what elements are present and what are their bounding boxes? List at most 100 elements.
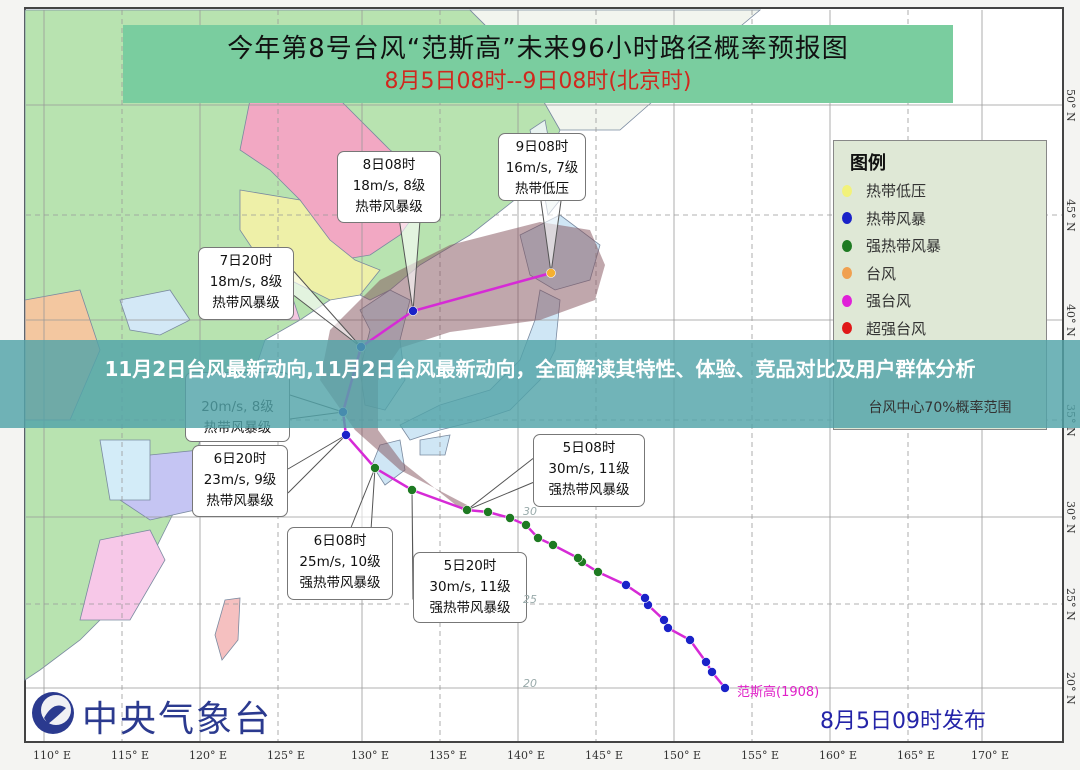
longitude-label: 145° E xyxy=(584,749,624,762)
longitude-label: 135° E xyxy=(428,749,468,762)
legend-range-label: 台风中心70%概率范围 xyxy=(868,400,1012,416)
forecast-callout: 5日20时 30m/s, 11级 强热带风暴级 xyxy=(413,552,527,623)
track-point-typhoon-icon xyxy=(707,667,717,677)
grid-latitude-number: 20 xyxy=(523,677,537,690)
typhoon-symbol-icon xyxy=(842,267,852,280)
callout-time: 9日08时 xyxy=(515,139,569,155)
track-point-typhoon-icon xyxy=(341,430,351,440)
callout-time: 5日20时 xyxy=(443,558,497,574)
longitude-label: 125° E xyxy=(266,749,306,762)
forecast-callout: 7日20时 18m/s, 8级 热带风暴级 xyxy=(198,247,294,320)
storm-id: (1908) xyxy=(776,685,820,700)
callout-level: 强热带风暴级 xyxy=(299,575,381,591)
cma-logo: 中央气象台 xyxy=(30,690,272,742)
typhoon-symbol-icon xyxy=(842,294,852,307)
legend-item: 强台风 xyxy=(834,287,1046,315)
probability-cone xyxy=(320,222,605,514)
longitude-label: 130° E xyxy=(350,749,390,762)
callout-wind: 23m/s, 9级 xyxy=(203,472,277,488)
track-point-typhoon-icon xyxy=(521,520,531,530)
callout-time: 7日20时 xyxy=(219,253,273,269)
typhoon-symbol-icon xyxy=(842,322,852,335)
grid-latitude-number: 30 xyxy=(523,505,537,518)
storm-label: 范斯高(1908) xyxy=(737,681,819,700)
legend-label: 超强台风 xyxy=(866,319,927,338)
logo-emblem xyxy=(32,692,74,734)
legend-item: 强热带风暴 xyxy=(834,232,1046,260)
title-banner: 今年第8号台风“范斯高”未来96小时路径概率预报图 8月5日08时--9日08时… xyxy=(123,25,953,103)
callout-level: 热带风暴级 xyxy=(355,199,423,215)
latitude-label: 50° N xyxy=(1064,89,1077,122)
longitude-label: 155° E xyxy=(740,749,780,762)
track-point-typhoon-icon xyxy=(548,540,558,550)
track-point-typhoon-icon xyxy=(407,485,417,495)
latitude-label: 20° N xyxy=(1064,672,1077,705)
headline-text: 11月2日台风最新动向,11月2日台风最新动向，全面解读其特性、体验、竞品对比及… xyxy=(104,357,976,381)
callout-time: 6日08时 xyxy=(313,533,367,549)
latitude-label: 40° N xyxy=(1064,304,1077,337)
track-point-typhoon-icon xyxy=(573,553,583,563)
track-point-typhoon-icon xyxy=(483,507,493,517)
logo-text: 中央气象台 xyxy=(82,699,273,740)
callout-wind: 18m/s, 8级 xyxy=(209,274,283,290)
longitude-label: 115° E xyxy=(110,749,150,762)
track-point-typhoon-icon xyxy=(685,635,695,645)
track-point-typhoon-icon xyxy=(663,623,673,633)
land-taiwan xyxy=(214,597,241,661)
callout-level: 强热带风暴级 xyxy=(429,600,511,616)
callout-wind: 16m/s, 7级 xyxy=(505,160,579,176)
callout-level: 强热带风暴级 xyxy=(548,482,630,498)
track-point-typhoon-icon xyxy=(408,306,418,316)
legend-item: 超强台风 xyxy=(834,315,1046,343)
province-fujian xyxy=(79,529,166,621)
storm-name: 范斯高 xyxy=(737,685,777,700)
longitude-label: 110° E xyxy=(32,749,72,762)
callout-wind: 30m/s, 11级 xyxy=(548,461,630,477)
callout-level: 热带低压 xyxy=(515,181,569,197)
longitude-label: 150° E xyxy=(662,749,702,762)
track-point-typhoon-icon xyxy=(370,463,380,473)
legend-title: 图例 xyxy=(850,153,886,174)
legend-item: 台风 xyxy=(834,260,1046,288)
forecast-callout: 5日08时 30m/s, 11级 强热带风暴级 xyxy=(533,434,645,507)
track-point-typhoon-icon xyxy=(621,580,631,590)
legend-item: 热带风暴 xyxy=(834,205,1046,233)
longitude-label: 160° E xyxy=(818,749,858,762)
typhoon-symbol-icon xyxy=(842,239,852,252)
callout-wind: 18m/s, 8级 xyxy=(352,178,426,194)
track-point-typhoon-icon xyxy=(546,268,556,278)
track-point-typhoon-icon xyxy=(533,533,543,543)
map-subtitle: 8月5日08时--9日08时(北京时) xyxy=(384,69,692,94)
track-point-typhoon-icon xyxy=(701,657,711,667)
callout-wind: 25m/s, 10级 xyxy=(299,554,381,570)
longitude-label: 165° E xyxy=(896,749,936,762)
grid-latitude-number: 25 xyxy=(523,593,537,606)
province-shandong xyxy=(119,289,191,336)
longitude-label: 120° E xyxy=(188,749,228,762)
track-point-typhoon-icon xyxy=(593,567,603,577)
longitude-label: 170° E xyxy=(970,749,1010,762)
forecast-callout: 9日08时 16m/s, 7级 热带低压 xyxy=(498,133,586,201)
issue-time: 8月5日09时发布 xyxy=(820,709,986,734)
latitude-label: 30° N xyxy=(1064,501,1077,534)
legend-label: 热带风暴 xyxy=(866,209,927,228)
callout-time: 6日20时 xyxy=(213,451,267,467)
track-point-typhoon-icon xyxy=(720,683,730,693)
forecast-callout: 6日20时 23m/s, 9级 热带风暴级 xyxy=(192,445,288,517)
headline-overlay: 11月2日台风最新动向,11月2日台风最新动向，全面解读其特性、体验、竞品对比及… xyxy=(0,340,1080,428)
typhoon-symbol-icon xyxy=(842,184,852,197)
callout-level: 热带风暴级 xyxy=(206,493,274,509)
track-point-typhoon-icon xyxy=(640,593,650,603)
legend-label: 强热带风暴 xyxy=(866,237,942,256)
legend-label: 台风 xyxy=(866,264,897,283)
legend-item: 热带低压 xyxy=(834,177,1046,205)
callout-wind: 30m/s, 11级 xyxy=(429,579,511,595)
track-point-typhoon-icon xyxy=(659,615,669,625)
track-point-typhoon-icon xyxy=(462,505,472,515)
track-point-typhoon-icon xyxy=(505,513,515,523)
map-title: 今年第8号台风“范斯高”未来96小时路径概率预报图 xyxy=(227,34,849,64)
latitude-label: 45° N xyxy=(1064,199,1077,232)
typhoon-symbol-icon xyxy=(842,212,852,225)
forecast-callout: 6日08时 25m/s, 10级 强热带风暴级 xyxy=(287,527,393,600)
forecast-callout: 8日08时 18m/s, 8级 热带风暴级 xyxy=(337,151,441,223)
